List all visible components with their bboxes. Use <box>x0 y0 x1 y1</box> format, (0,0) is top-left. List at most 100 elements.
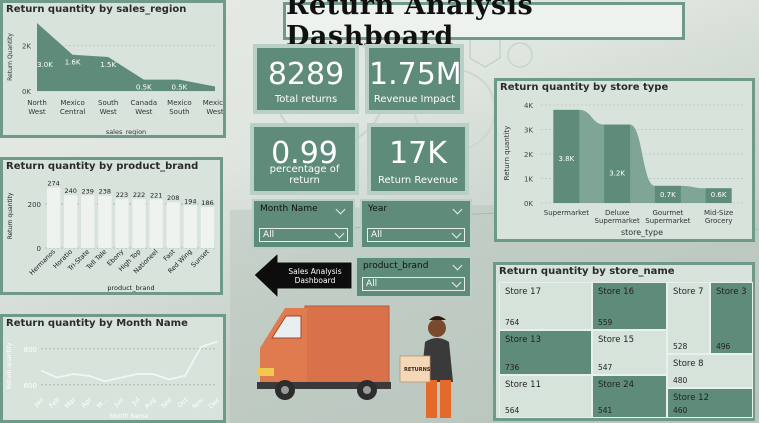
chevron-down-icon <box>451 277 462 288</box>
product-brand-dropdown[interactable]: All <box>362 277 465 291</box>
store-name-treemap-title: Return quantity by store_name <box>499 266 675 277</box>
treemap-cell-value: 496 <box>716 342 731 351</box>
treemap-cell[interactable]: Store 24 541 <box>592 375 667 418</box>
treemap-cell-name: Store 24 <box>598 380 634 390</box>
sales-analysis-nav-button[interactable]: Sales Analysis Dashboard <box>254 253 356 298</box>
chevron-down-icon[interactable] <box>452 204 463 215</box>
bar <box>63 195 78 248</box>
y-tick-label: 0K <box>524 200 533 208</box>
treemap-cell-value: 559 <box>598 318 613 327</box>
treemap-cell-value: 460 <box>673 406 688 415</box>
x-tick-label: Supermarket <box>645 217 690 225</box>
y-tick-label: 1K <box>524 176 533 184</box>
x-axis-title: store_type <box>621 228 663 237</box>
bar <box>200 207 215 248</box>
x-tick-label: Canada <box>130 99 157 107</box>
product-brand-chart-panel[interactable]: Return quantity by product_brand 0 200 274… <box>0 157 223 295</box>
treemap-cell[interactable]: Store 3 496 <box>710 282 753 354</box>
x-tick-label: Oct <box>176 395 190 409</box>
x-axis-title: product_brand <box>107 284 154 292</box>
bar <box>604 124 631 203</box>
month-name-dropdown[interactable]: All <box>259 228 348 242</box>
sales-region-chart-title: Return quantity by sales_region <box>6 4 187 15</box>
dashboard-title-box: Return Analysis Dashboard <box>283 0 685 52</box>
sales-region-chart-panel[interactable]: Return quantity by sales_region 0K 2K 3.0K… <box>0 0 226 138</box>
y-axis-title: Return quantity <box>503 126 511 181</box>
x-tick-label: Dec <box>207 395 222 410</box>
treemap-cell-name: Store 8 <box>673 359 704 369</box>
treemap-cell[interactable]: Store 17 764 <box>499 282 592 330</box>
treemap-cell[interactable]: Store 15 547 <box>592 330 667 375</box>
x-tick-label: Supermarket <box>544 209 589 217</box>
data-label: 0.7K <box>660 191 676 199</box>
month-name-slicer-label: Month Name <box>260 204 318 214</box>
x-tick-label: Grocery <box>705 217 733 225</box>
store-name-treemap-panel[interactable]: Return quantity by store_name Store 17 76… <box>493 262 755 421</box>
product-brand-slicer[interactable]: product_brand All <box>355 256 472 298</box>
x-tick-label: West <box>100 108 117 116</box>
bar <box>654 185 681 203</box>
product-brand-value: All <box>366 279 378 289</box>
delivery-illustration: RETURNS <box>257 305 453 418</box>
kpi-total-returns: 8289 Total returns <box>253 44 359 114</box>
x-tick-label: Sunset <box>189 247 211 269</box>
year-dropdown[interactable]: All <box>367 228 465 242</box>
nav-button-line2: Dashboard <box>294 276 336 285</box>
x-tick-label: Jan <box>32 396 45 409</box>
treemap-cell[interactable]: Store 12 460 <box>667 388 753 418</box>
chevron-down-icon[interactable] <box>452 260 463 271</box>
nav-button-line1: Sales Analysis <box>288 267 342 276</box>
treemap-cell-name: Store 12 <box>673 393 709 403</box>
x-tick-label: Jun <box>112 396 126 410</box>
store-type-chart-panel[interactable]: Return quantity by store type 0K 1K 2K 3K 4K… <box>494 78 755 242</box>
treemap-cell[interactable]: Store 11 564 <box>499 375 592 418</box>
month-chart-title: Return quantity by Month Name <box>6 318 188 329</box>
y-axis-title: Return quantity <box>6 342 13 389</box>
bar <box>98 195 112 248</box>
month-name-slicer[interactable]: Month Name All <box>252 199 355 249</box>
treemap-cell[interactable]: Store 16 559 <box>592 282 667 330</box>
bar <box>553 109 580 203</box>
bar <box>183 205 198 248</box>
x-tick-label: Mar <box>63 396 78 411</box>
bar <box>149 199 163 248</box>
data-label: 186 <box>201 199 213 207</box>
month-chart: 600 800 Jan Feb Mar Apr M... Jun Jul Aug Sep Oct Nov… <box>6 340 222 420</box>
treemap-cell-name: Store 3 <box>716 287 747 297</box>
data-label: 3.2K <box>609 170 625 178</box>
treemap-cell-name: Store 15 <box>598 335 634 345</box>
x-tick-label: Gourmet <box>652 209 683 217</box>
sales-region-chart: 0K2K3.0KNorthWest1.6KMexicoCentral1.5KSo… <box>7 23 223 135</box>
y-tick-label: 0K <box>22 88 31 96</box>
x-tick-label: West <box>206 108 223 116</box>
treemap-cell[interactable]: Store 13 736 <box>499 330 592 375</box>
data-label: 223 <box>116 191 128 199</box>
x-tick-label: Mexico <box>60 99 84 107</box>
y-tick-label: 0 <box>37 245 41 253</box>
x-tick-label: Aug <box>143 396 158 411</box>
year-value: All <box>371 230 383 240</box>
data-label: 1.5K <box>100 61 116 69</box>
returns-box-label: RETURNS <box>404 367 431 373</box>
year-slicer[interactable]: Year All <box>360 199 472 249</box>
data-label: 194 <box>184 197 196 205</box>
x-tick-label: Mid-Size <box>704 209 733 217</box>
truck-icon <box>257 305 391 400</box>
chevron-down-icon <box>451 228 462 239</box>
x-tick-label: M... <box>95 396 109 410</box>
y-tick-label: 4K <box>524 102 533 110</box>
x-tick-label: Mexico <box>167 99 191 107</box>
y-tick-label: 800 <box>24 346 37 354</box>
treemap-cell[interactable]: Store 8 480 <box>667 354 753 388</box>
treemap-cell-value: 541 <box>598 406 613 415</box>
treemap-cell[interactable]: Store 7 528 <box>667 282 710 354</box>
x-tick-label: Mexico <box>203 99 223 107</box>
treemap-cell-value: 547 <box>598 363 613 372</box>
bar <box>705 188 732 203</box>
bar <box>166 202 180 248</box>
x-tick-label: South <box>169 108 189 116</box>
kpi-percentage-label: percentage of return <box>269 164 340 186</box>
bar <box>115 198 129 248</box>
month-chart-panel[interactable]: Return quantity by Month Name 600 800 Jan F… <box>0 314 226 423</box>
chevron-down-icon[interactable] <box>335 204 346 215</box>
